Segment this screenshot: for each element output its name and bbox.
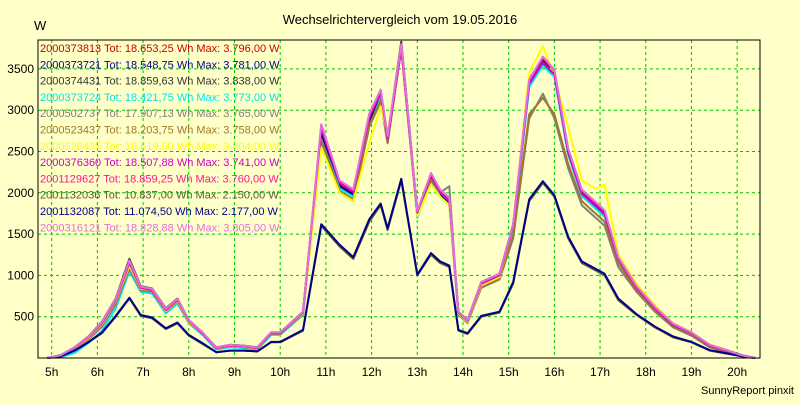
legend-entry-2000373724: 2000373724 Tot: 18.421,75 Wh Max: 3.773,… (40, 92, 280, 104)
legend-entry-2001132036: 2001132036 Tot: 10.837,00 Wh Max: 2.150,… (40, 190, 279, 202)
x-tick-label: 5h (45, 365, 58, 379)
y-axis-unit-label: W (34, 18, 47, 33)
x-tick-label: 6h (91, 365, 104, 379)
legend: 2000373813 Tot: 18.653,25 Wh Max: 3.796,… (40, 43, 280, 234)
x-tick-label: 10h (270, 365, 290, 379)
legend-entry-2000526435: 2000526435 Tot: 18.619,50 Wh Max: 3.804,… (40, 141, 280, 153)
legend-entry-2000373813: 2000373813 Tot: 18.653,25 Wh Max: 3.796,… (40, 43, 280, 55)
y-tick-label: 1000 (7, 268, 34, 282)
y-tick-label: 3500 (7, 62, 34, 76)
y-tick-label: 2500 (7, 145, 34, 159)
x-tick-label: 7h (136, 365, 149, 379)
legend-entry-2001129627: 2001129627 Tot: 18.859,25 Wh Max: 3.760,… (40, 173, 279, 185)
y-tick-label: 1500 (7, 227, 34, 241)
legend-entry-2001132087: 2001132087 Tot: 11.074,50 Wh Max: 2.177,… (40, 206, 279, 218)
chart-title: Wechselrichtervergleich vom 19.05.2016 (283, 12, 518, 27)
x-tick-label: 17h (590, 365, 610, 379)
y-tick-label: 500 (14, 310, 34, 324)
legend-entry-2000376360: 2000376360 Tot: 18.507,88 Wh Max: 3.741,… (40, 157, 280, 169)
y-tick-label: 3000 (7, 103, 34, 117)
x-axis-ticks: 5h 6h 7h 8h 9h 10h 11h 12h 13h 14h 15h 16h 17h 18h 19h… (45, 365, 747, 379)
plot-border (37, 39, 761, 359)
x-tick-label: 14h (453, 365, 473, 379)
grid (38, 40, 760, 358)
series-line-2000316121 (46, 43, 756, 359)
legend-entry-2000523437: 2000523437 Tot: 18.203,75 Wh Max: 3.758,… (40, 125, 280, 137)
x-tick-label: 15h (499, 365, 519, 379)
series-line-2001132087 (46, 177, 756, 359)
series-lines (46, 40, 756, 359)
legend-entry-2000373721: 2000373721 Tot: 18.548,75 Wh Max: 3.781,… (40, 59, 280, 71)
x-tick-label: 19h (681, 365, 701, 379)
x-tick-label: 8h (182, 365, 195, 379)
legend-entry-2000316121: 2000316121 Tot: 18.828,88 Wh Max: 3.805,… (40, 222, 280, 234)
y-axis-ticks: 500 1000 1500 2000 2500 3000 3500 (7, 62, 34, 324)
x-tick-label: 9h (228, 365, 241, 379)
x-tick-label: 20h (727, 365, 747, 379)
footer-credit: SunnyReport pinxit (701, 385, 794, 397)
legend-entry-2000374431: 2000374431 Tot: 18.859,63 Wh Max: 3.838,… (40, 76, 280, 88)
x-tick-label: 16h (544, 365, 564, 379)
legend-entry-2000502737: 2000502737 Tot: 17.907,13 Wh Max: 3.765,… (40, 108, 280, 120)
x-tick-label: 11h (316, 365, 335, 379)
y-tick-label: 2000 (7, 186, 34, 200)
x-tick-label: 12h (362, 365, 382, 379)
x-tick-label: 13h (407, 365, 427, 379)
x-tick-label: 18h (636, 365, 656, 379)
